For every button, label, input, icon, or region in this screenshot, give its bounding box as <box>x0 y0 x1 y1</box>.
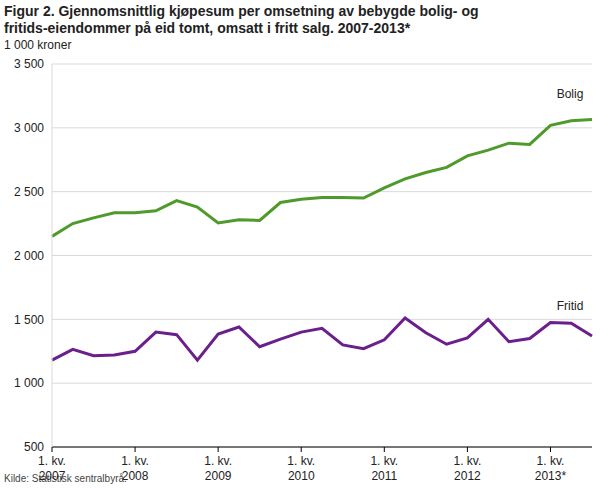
svg-text:Fritid: Fritid <box>557 299 584 313</box>
svg-text:1. kv.: 1. kv. <box>453 454 481 468</box>
svg-text:2008: 2008 <box>122 469 149 483</box>
svg-text:1 500: 1 500 <box>14 313 44 327</box>
svg-text:2 000: 2 000 <box>14 249 44 263</box>
svg-text:1. kv.: 1. kv. <box>38 454 66 468</box>
svg-text:1. kv.: 1. kv. <box>537 454 565 468</box>
svg-text:1. kv.: 1. kv. <box>204 454 232 468</box>
svg-text:2010: 2010 <box>288 469 315 483</box>
svg-text:2 500: 2 500 <box>14 185 44 199</box>
svg-text:3 000: 3 000 <box>14 121 44 135</box>
svg-text:2012: 2012 <box>454 469 481 483</box>
svg-text:1. kv.: 1. kv. <box>287 454 315 468</box>
svg-text:2011: 2011 <box>371 469 397 483</box>
svg-text:2007: 2007 <box>39 469 66 483</box>
svg-text:1 000: 1 000 <box>14 376 44 390</box>
svg-text:1. kv.: 1. kv. <box>370 454 398 468</box>
svg-text:Bolig: Bolig <box>557 87 584 101</box>
svg-text:2013*: 2013* <box>535 469 567 483</box>
svg-text:500: 500 <box>24 440 44 454</box>
svg-text:1. kv.: 1. kv. <box>121 454 149 468</box>
svg-text:3 500: 3 500 <box>14 57 44 71</box>
svg-text:2009: 2009 <box>205 469 232 483</box>
